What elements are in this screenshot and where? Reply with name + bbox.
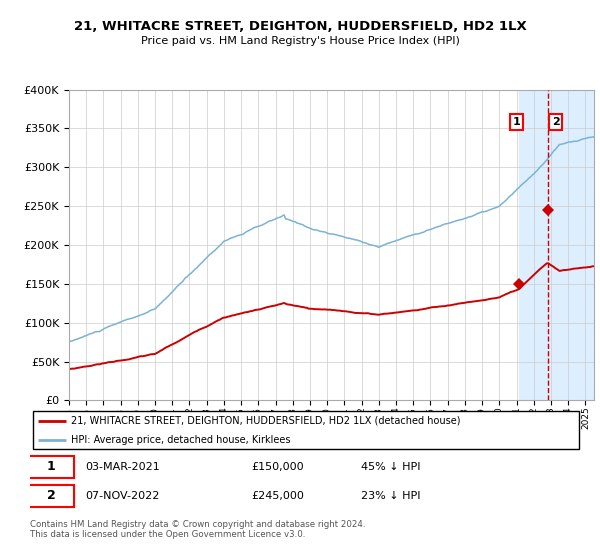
Text: Contains HM Land Registry data © Crown copyright and database right 2024.
This d: Contains HM Land Registry data © Crown c… (30, 520, 365, 539)
Text: 21, WHITACRE STREET, DEIGHTON, HUDDERSFIELD, HD2 1LX (detached house): 21, WHITACRE STREET, DEIGHTON, HUDDERSFI… (71, 416, 461, 426)
Text: £245,000: £245,000 (251, 491, 304, 501)
Text: 2: 2 (47, 489, 55, 502)
Text: 45% ↓ HPI: 45% ↓ HPI (361, 461, 421, 472)
Text: 21, WHITACRE STREET, DEIGHTON, HUDDERSFIELD, HD2 1LX: 21, WHITACRE STREET, DEIGHTON, HUDDERSFI… (74, 20, 526, 32)
Text: 03-MAR-2021: 03-MAR-2021 (85, 461, 160, 472)
Text: 23% ↓ HPI: 23% ↓ HPI (361, 491, 421, 501)
Text: £150,000: £150,000 (251, 461, 304, 472)
Bar (520, 90, 594, 400)
Text: 1: 1 (513, 117, 521, 127)
Text: 1: 1 (47, 460, 55, 473)
Text: 07-NOV-2022: 07-NOV-2022 (85, 491, 160, 501)
Text: HPI: Average price, detached house, Kirklees: HPI: Average price, detached house, Kirk… (71, 435, 291, 445)
FancyBboxPatch shape (33, 411, 579, 449)
Text: Price paid vs. HM Land Registry's House Price Index (HPI): Price paid vs. HM Land Registry's House … (140, 36, 460, 46)
FancyBboxPatch shape (27, 486, 74, 507)
Text: 2: 2 (552, 117, 560, 127)
FancyBboxPatch shape (27, 456, 74, 478)
